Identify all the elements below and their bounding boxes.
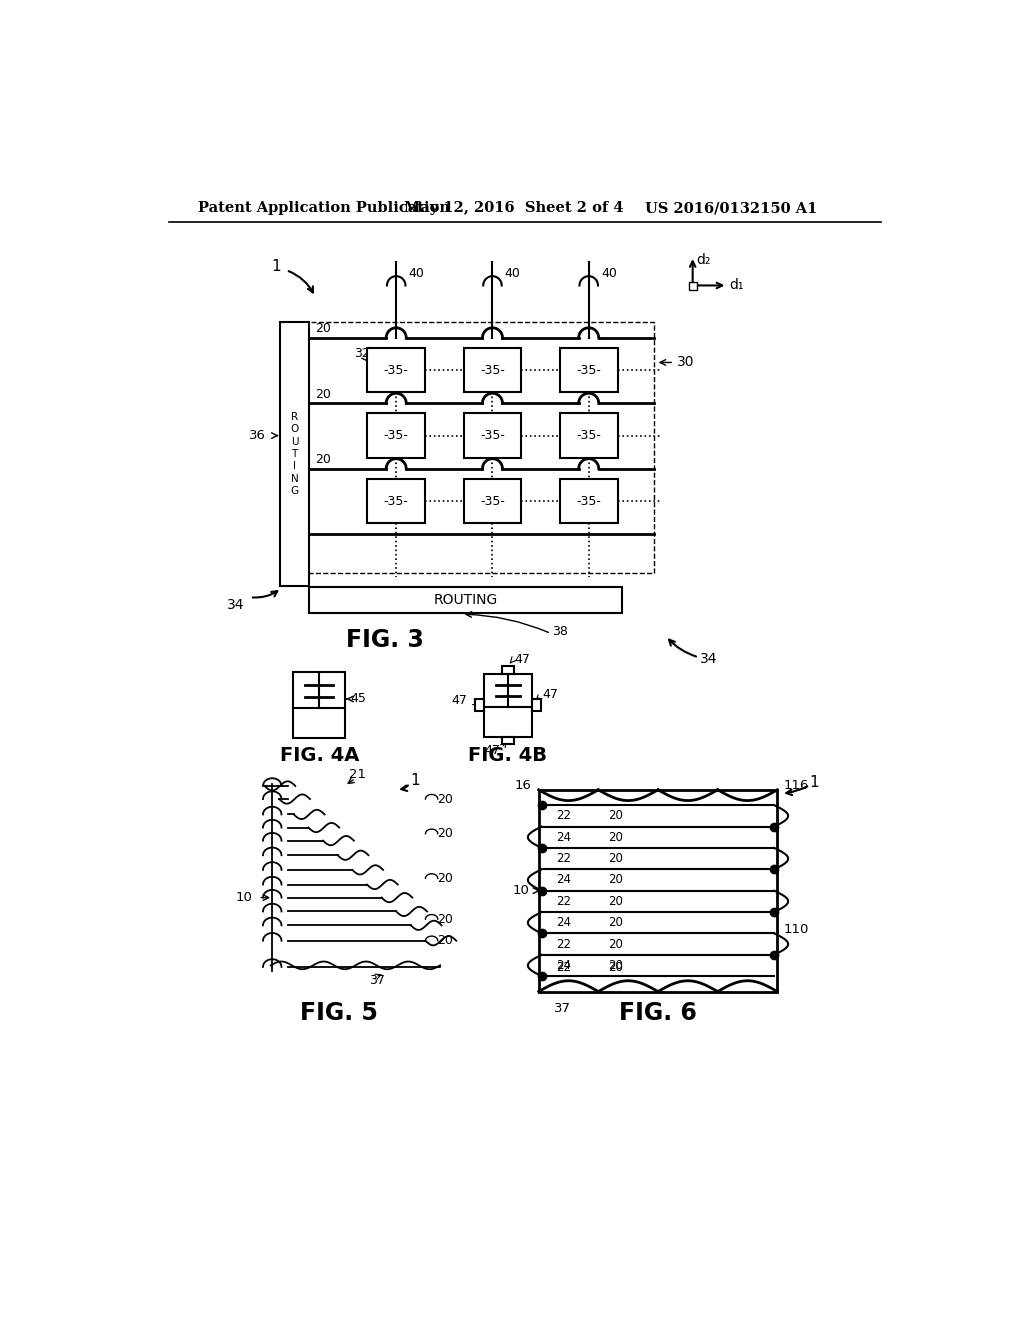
Text: 22: 22	[556, 809, 570, 822]
Text: 20: 20	[608, 916, 623, 929]
Text: 10: 10	[236, 891, 252, 904]
Bar	[308, 322, 654, 573]
Text: 20: 20	[608, 853, 623, 865]
Bar	[502, 737, 514, 744]
Text: 30: 30	[677, 355, 694, 370]
Text: d₁: d₁	[730, 279, 744, 293]
Text: 32: 32	[354, 347, 370, 360]
Text: 24: 24	[556, 916, 570, 929]
Text: 10: 10	[513, 884, 529, 898]
Text: -35-: -35-	[480, 429, 505, 442]
Text: 20: 20	[437, 792, 453, 805]
Text: 36: 36	[249, 429, 266, 442]
Text: 21: 21	[349, 768, 367, 781]
Bar	[368, 348, 425, 392]
Text: Patent Application Publication: Patent Application Publication	[199, 202, 451, 215]
Text: 1: 1	[271, 259, 281, 273]
Bar	[464, 413, 521, 458]
Text: -35-: -35-	[384, 363, 409, 376]
Text: 110: 110	[783, 923, 809, 936]
Text: FIG. 4A: FIG. 4A	[280, 746, 358, 764]
Text: FIG. 5: FIG. 5	[300, 1001, 378, 1026]
Text: 38: 38	[553, 624, 568, 638]
Text: 20: 20	[608, 958, 623, 972]
Text: 16: 16	[514, 779, 531, 792]
Text: 1: 1	[810, 775, 819, 789]
Bar	[475, 700, 484, 711]
Text: 45: 45	[350, 693, 366, 705]
Text: -35-: -35-	[480, 363, 505, 376]
Bar	[689, 282, 696, 290]
Text: 20: 20	[437, 828, 453, 841]
Bar	[531, 700, 541, 711]
Text: 24: 24	[556, 958, 570, 972]
Text: FIG. 6: FIG. 6	[620, 1001, 697, 1026]
Text: 47: 47	[514, 653, 529, 667]
Text: 24: 24	[556, 874, 570, 887]
Text: 47: 47	[452, 694, 467, 708]
Text: 20: 20	[437, 935, 453, 948]
Bar	[539, 789, 777, 991]
Text: d₂: d₂	[696, 253, 711, 267]
Text: 37: 37	[554, 1002, 571, 1015]
Text: US 2016/0132150 A1: US 2016/0132150 A1	[645, 202, 817, 215]
Text: 20: 20	[608, 895, 623, 908]
Text: 40: 40	[409, 268, 424, 280]
Bar	[309, 586, 622, 612]
Bar	[484, 673, 531, 737]
Text: R
O
U
T
I
N
G: R O U T I N G	[291, 412, 299, 496]
Text: -35-: -35-	[384, 429, 409, 442]
Bar	[368, 479, 425, 524]
Text: 47: 47	[543, 688, 558, 701]
Text: 20: 20	[608, 937, 623, 950]
Bar	[464, 479, 521, 524]
Text: 20: 20	[608, 874, 623, 887]
Text: 20: 20	[315, 322, 331, 335]
Bar	[280, 322, 309, 586]
Text: FIG. 3: FIG. 3	[346, 627, 424, 652]
Bar	[560, 348, 617, 392]
Text: 20: 20	[437, 871, 453, 884]
Text: 34: 34	[227, 598, 245, 612]
Text: 20: 20	[608, 809, 623, 822]
Text: 116: 116	[783, 779, 809, 792]
Text: -35-: -35-	[577, 429, 601, 442]
Bar	[502, 665, 514, 673]
Bar	[560, 413, 617, 458]
Bar	[464, 348, 521, 392]
Bar	[293, 672, 345, 738]
Text: -35-: -35-	[480, 495, 505, 508]
Text: 22: 22	[556, 961, 570, 974]
Text: -35-: -35-	[577, 363, 601, 376]
Text: 37: 37	[370, 974, 385, 987]
Text: -35-: -35-	[384, 495, 409, 508]
Text: 24: 24	[556, 830, 570, 843]
Text: 22: 22	[556, 937, 570, 950]
Text: 40: 40	[505, 268, 520, 280]
Bar	[368, 413, 425, 458]
Text: 1: 1	[411, 774, 420, 788]
Text: FIG. 4B: FIG. 4B	[468, 746, 548, 764]
Text: 20: 20	[608, 830, 623, 843]
Text: 47: 47	[484, 744, 500, 758]
Text: 34: 34	[700, 652, 718, 665]
Text: 20: 20	[315, 388, 331, 400]
Bar	[560, 479, 617, 524]
Text: 22: 22	[556, 895, 570, 908]
Text: 20: 20	[315, 453, 331, 466]
Text: -35-: -35-	[577, 495, 601, 508]
Text: 40: 40	[601, 268, 616, 280]
Text: 20: 20	[608, 961, 623, 974]
Text: 20: 20	[437, 912, 453, 925]
Text: 22: 22	[556, 853, 570, 865]
Text: ROUTING: ROUTING	[433, 593, 498, 607]
Text: May 12, 2016  Sheet 2 of 4: May 12, 2016 Sheet 2 of 4	[403, 202, 624, 215]
